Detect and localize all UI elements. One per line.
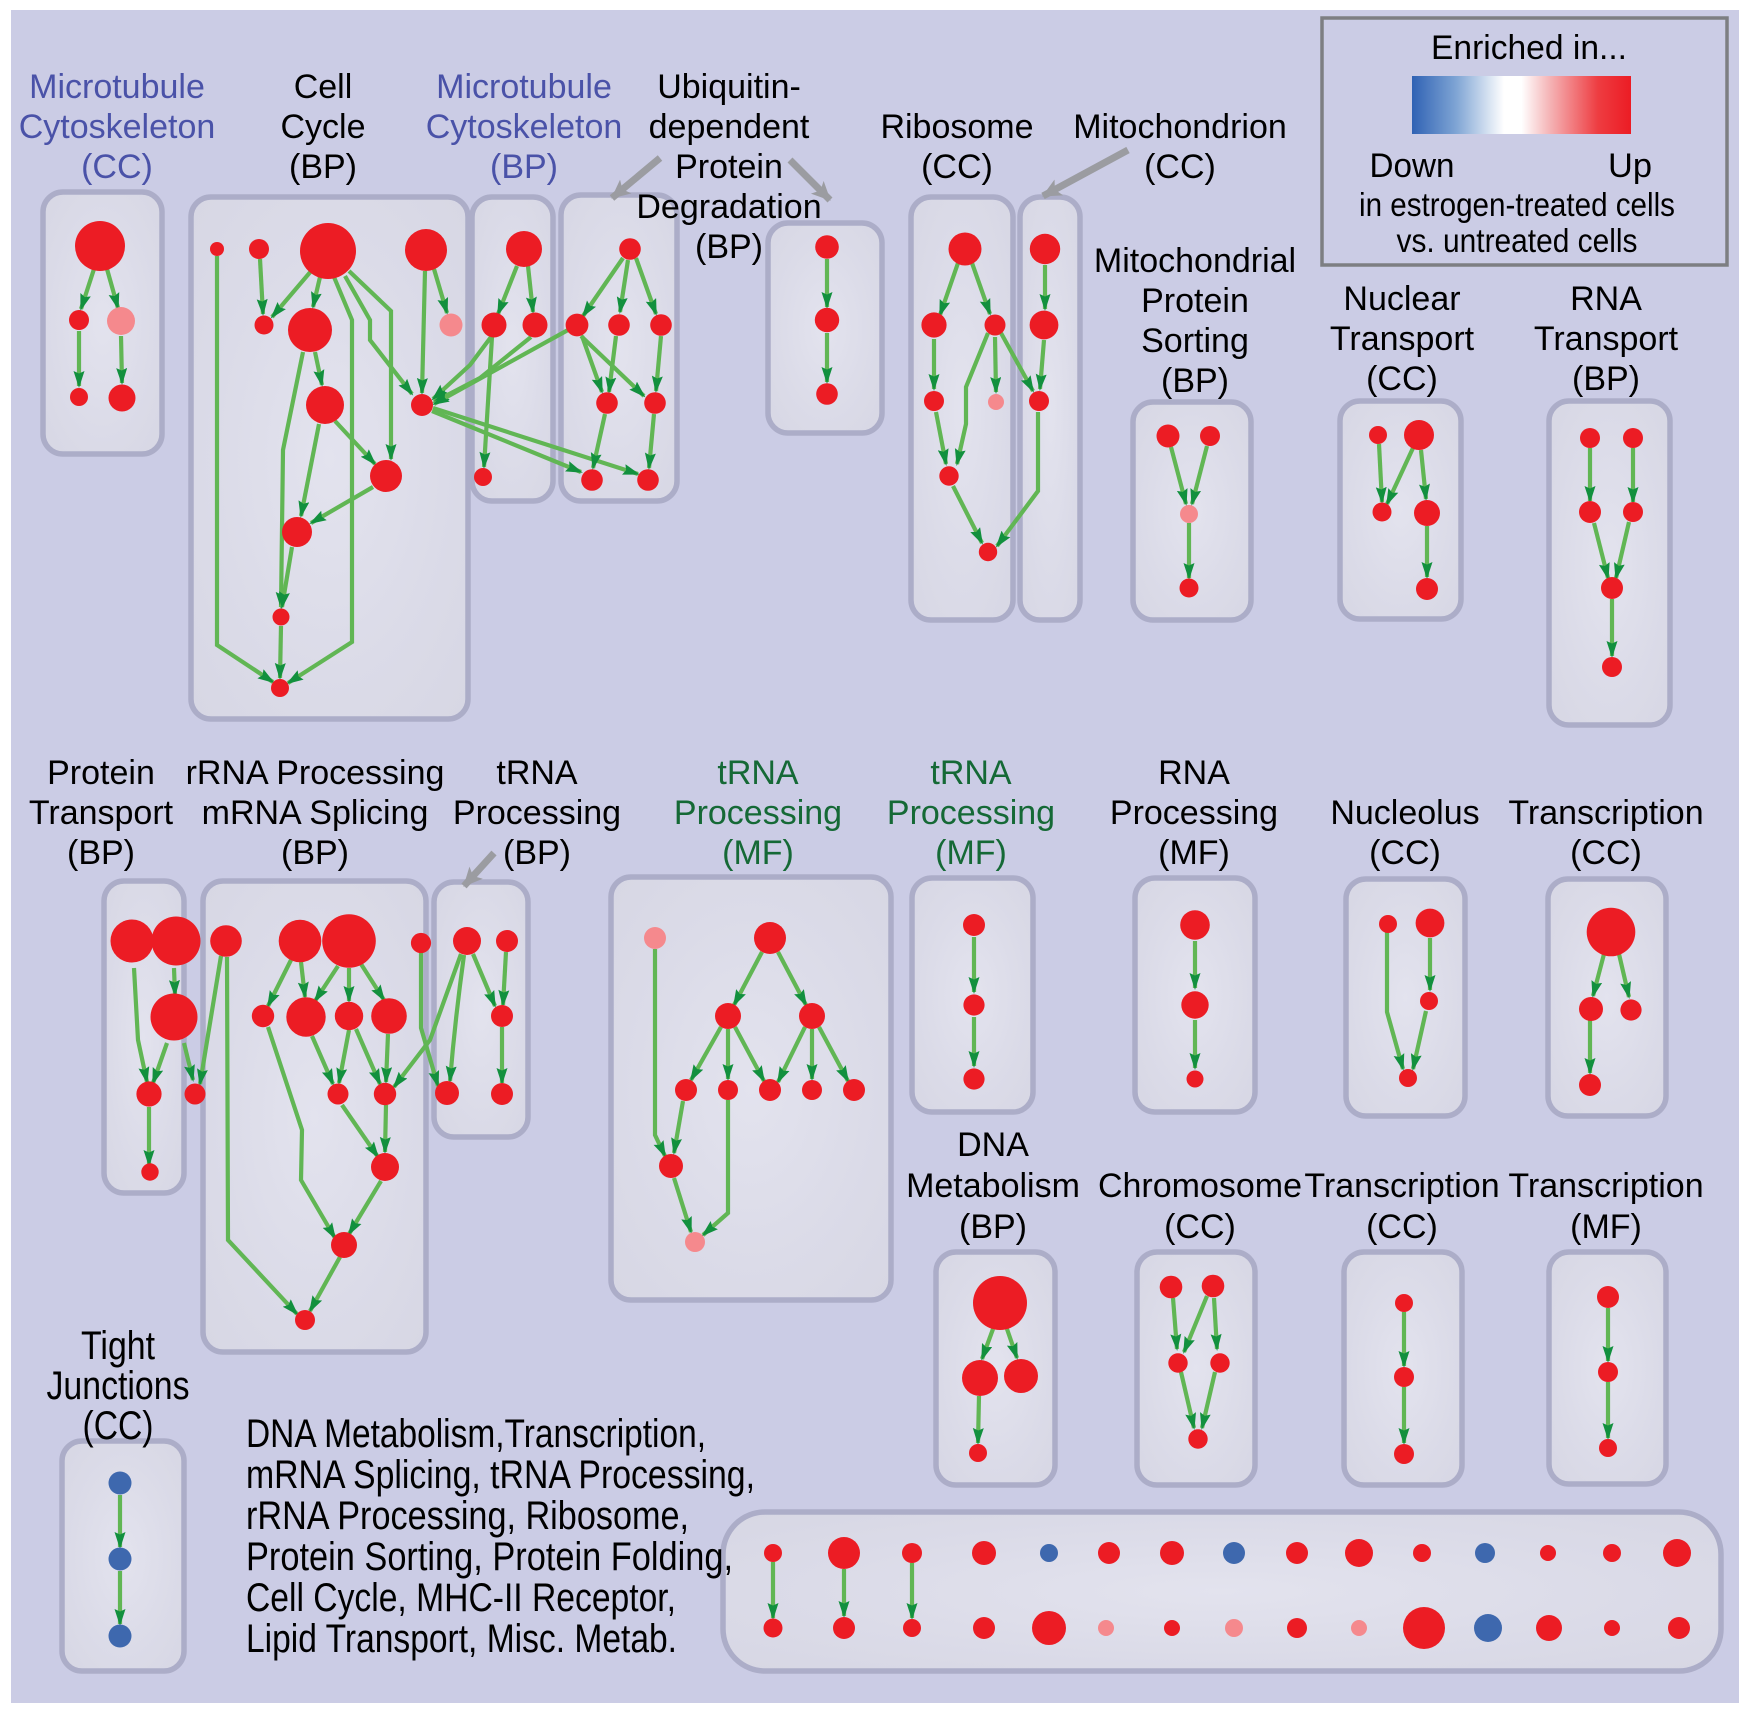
svg-text:Up: Up	[1608, 147, 1652, 185]
svg-text:(CC): (CC)	[1366, 360, 1438, 398]
svg-text:Transcription: Transcription	[1508, 794, 1703, 832]
svg-text:vs. untreated cells: vs. untreated cells	[1397, 222, 1638, 259]
svg-text:(CC): (CC)	[83, 1404, 154, 1448]
svg-text:RNA: RNA	[1158, 754, 1230, 792]
svg-text:Sorting: Sorting	[1141, 322, 1249, 360]
svg-text:(BP): (BP)	[695, 228, 763, 266]
svg-text:Enriched in...: Enriched in...	[1431, 29, 1627, 67]
svg-text:rRNA Processing: rRNA Processing	[186, 754, 445, 792]
svg-text:(CC): (CC)	[1366, 1208, 1438, 1246]
svg-text:Cycle: Cycle	[280, 108, 365, 146]
svg-text:Microtubule: Microtubule	[436, 68, 612, 106]
svg-text:(MF): (MF)	[1570, 1208, 1642, 1246]
svg-text:(MF): (MF)	[1158, 834, 1230, 872]
svg-text:Protein: Protein	[675, 148, 783, 186]
svg-text:Transport: Transport	[1330, 320, 1475, 358]
svg-text:in estrogen-treated cells: in estrogen-treated cells	[1359, 186, 1675, 223]
svg-text:(CC): (CC)	[1369, 834, 1441, 872]
svg-text:RNA: RNA	[1570, 280, 1642, 318]
svg-text:(MF): (MF)	[935, 834, 1007, 872]
svg-text:(BP): (BP)	[1161, 362, 1229, 400]
svg-text:(CC): (CC)	[1570, 834, 1642, 872]
svg-text:(MF): (MF)	[722, 834, 794, 872]
svg-text:Processing: Processing	[674, 794, 842, 832]
svg-text:Transport: Transport	[29, 794, 174, 832]
svg-text:(CC): (CC)	[1164, 1208, 1236, 1246]
svg-text:Protein: Protein	[47, 754, 155, 792]
svg-text:Transcription: Transcription	[1304, 1167, 1499, 1205]
svg-text:Cytoskeleton: Cytoskeleton	[426, 108, 623, 146]
svg-text:mRNA Splicing: mRNA Splicing	[202, 794, 429, 832]
svg-text:Junctions: Junctions	[47, 1364, 190, 1408]
svg-text:rRNA Processing, Ribosome,: rRNA Processing, Ribosome,	[246, 1494, 689, 1538]
svg-text:(BP): (BP)	[289, 148, 357, 186]
svg-text:(BP): (BP)	[959, 1208, 1027, 1246]
svg-text:Cell Cycle, MHC-II Receptor,: Cell Cycle, MHC-II Receptor,	[246, 1576, 676, 1620]
svg-text:(CC): (CC)	[81, 148, 153, 186]
svg-text:Mitochondrion: Mitochondrion	[1073, 108, 1287, 146]
svg-text:(BP): (BP)	[281, 834, 349, 872]
svg-text:Cytoskeleton: Cytoskeleton	[19, 108, 216, 146]
svg-text:Protein Sorting, Protein Foldi: Protein Sorting, Protein Folding,	[246, 1535, 733, 1579]
svg-text:Transport: Transport	[1534, 320, 1679, 358]
svg-text:tRNA: tRNA	[930, 754, 1012, 792]
svg-text:Processing: Processing	[453, 794, 621, 832]
svg-text:tRNA: tRNA	[496, 754, 578, 792]
svg-text:dependent: dependent	[649, 108, 810, 146]
svg-text:DNA: DNA	[957, 1126, 1029, 1164]
svg-text:Cell: Cell	[294, 68, 353, 106]
svg-text:Protein: Protein	[1141, 282, 1249, 320]
svg-text:mRNA Splicing, tRNA Processing: mRNA Splicing, tRNA Processing,	[246, 1453, 755, 1497]
svg-text:Microtubule: Microtubule	[29, 68, 205, 106]
svg-text:(CC): (CC)	[921, 148, 993, 186]
svg-text:Tight: Tight	[81, 1324, 155, 1368]
svg-text:Processing: Processing	[1110, 794, 1278, 832]
svg-text:Nuclear: Nuclear	[1343, 280, 1460, 318]
svg-text:Degradation: Degradation	[636, 188, 821, 226]
svg-text:(CC): (CC)	[1144, 148, 1216, 186]
svg-text:(BP): (BP)	[490, 148, 558, 186]
svg-text:(BP): (BP)	[67, 834, 135, 872]
svg-text:Lipid Transport, Misc. Metab.: Lipid Transport, Misc. Metab.	[246, 1617, 677, 1661]
svg-text:Ubiquitin-: Ubiquitin-	[657, 68, 801, 106]
svg-text:(BP): (BP)	[1572, 360, 1640, 398]
svg-text:(BP): (BP)	[503, 834, 571, 872]
svg-text:Chromosome: Chromosome	[1098, 1167, 1302, 1205]
svg-text:Down: Down	[1370, 147, 1455, 185]
svg-text:tRNA: tRNA	[717, 754, 799, 792]
svg-text:DNA Metabolism,Transcription,: DNA Metabolism,Transcription,	[246, 1412, 706, 1456]
svg-text:Ribosome: Ribosome	[880, 108, 1033, 146]
svg-text:Mitochondrial: Mitochondrial	[1094, 242, 1296, 280]
svg-text:Nucleolus: Nucleolus	[1330, 794, 1479, 832]
svg-text:Metabolism: Metabolism	[906, 1167, 1080, 1205]
svg-text:Processing: Processing	[887, 794, 1055, 832]
svg-text:Transcription: Transcription	[1508, 1167, 1703, 1205]
